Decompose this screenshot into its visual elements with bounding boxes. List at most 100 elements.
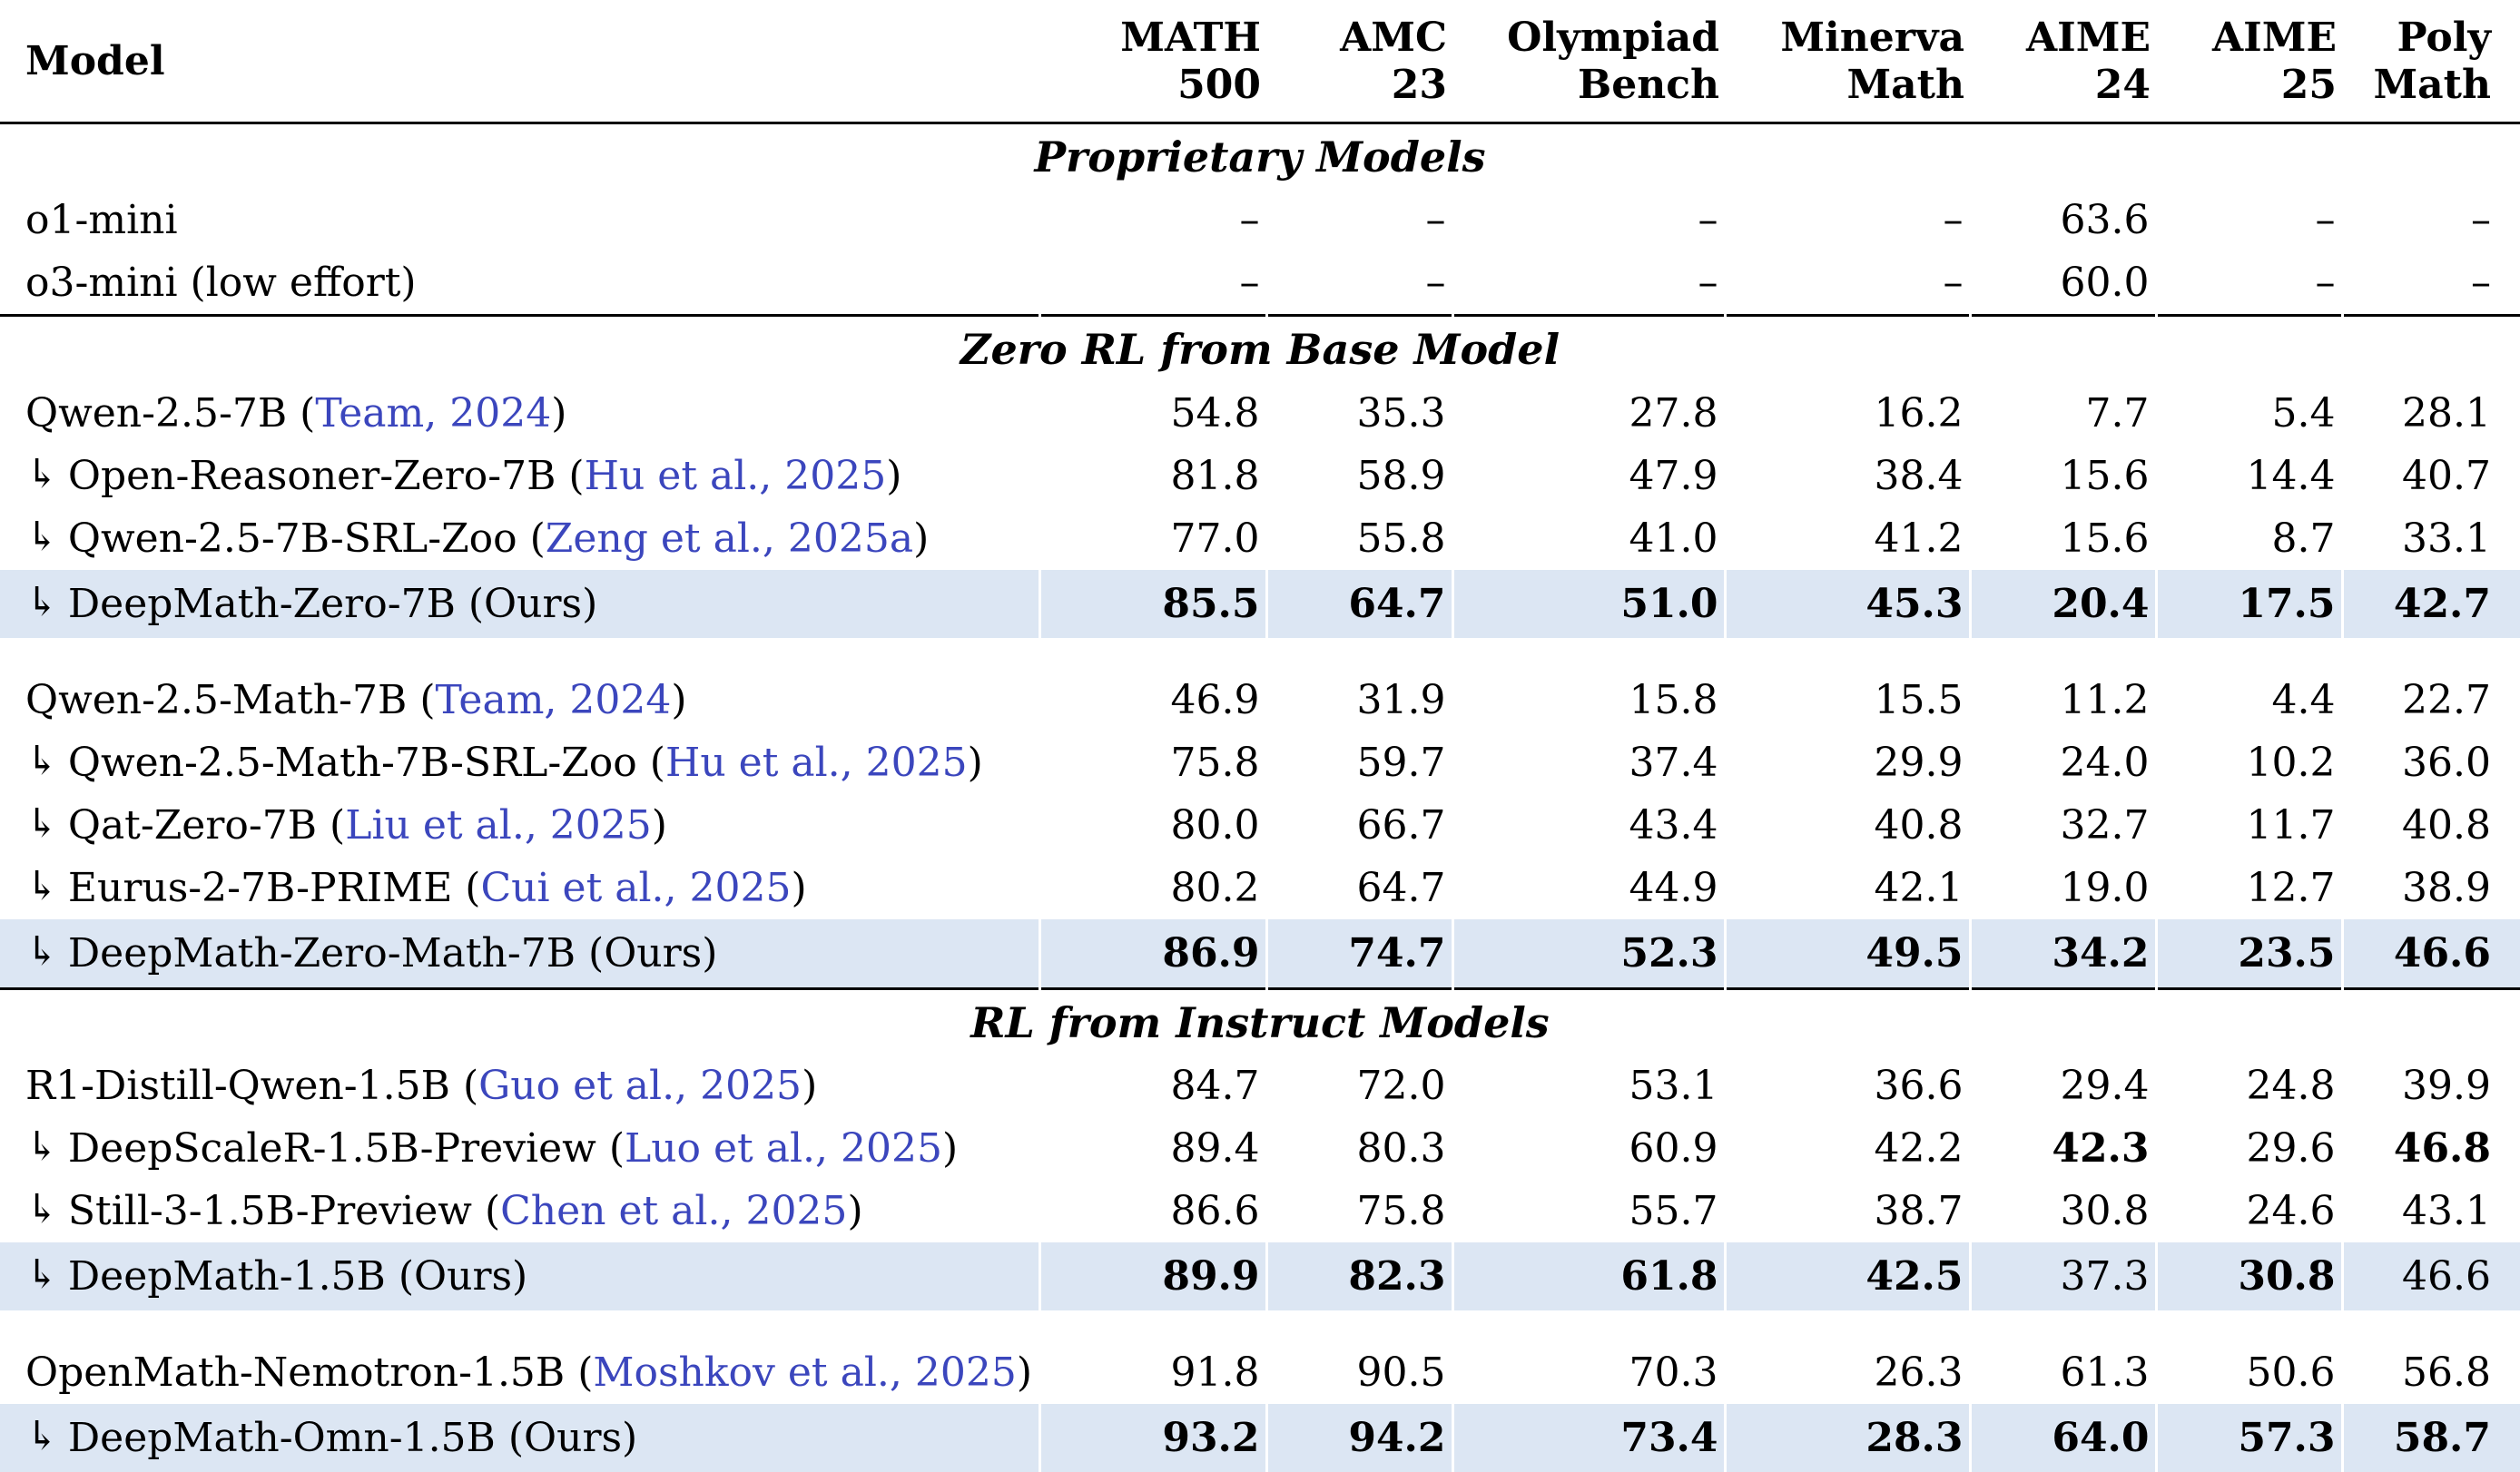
- value-cell: 46.6: [2340, 1242, 2520, 1311]
- model-name: DeepScaleR-1.5B-Preview: [67, 1125, 596, 1173]
- value-cell: 82.3: [1265, 1242, 1452, 1311]
- citation-link[interactable]: Moshkov et al., 2025: [593, 1349, 1017, 1397]
- citation-close-paren: ): [551, 389, 567, 437]
- citation-open-paren: (: [565, 1349, 594, 1397]
- value-cell: 10.2: [2154, 731, 2342, 794]
- value-cell: 84.7: [1038, 1055, 1266, 1118]
- value-cell: 31.9: [1265, 668, 1452, 731]
- table-header: Model MATH 500 AMC 23 Olympiad Bench Min…: [0, 0, 2520, 124]
- value-cell: 38.7: [1723, 1180, 1970, 1243]
- value-cell: 45.3: [1723, 569, 1970, 638]
- value-cell: 60.0: [1968, 251, 2156, 316]
- column-header-olympiad-bench: Olympiad Bench: [1452, 0, 1725, 124]
- value-cell: –: [2154, 189, 2342, 252]
- table-row: ↳ Still-3-1.5B-Preview (Chen et al., 2025…: [0, 1180, 2520, 1243]
- table-row: ↳ Open-Reasoner-Zero-7B (Hu et al., 2025)…: [0, 444, 2520, 507]
- value-cell: 58.7: [2340, 1404, 2520, 1472]
- model-name: o1-mini: [25, 197, 178, 244]
- value-cell: 24.6: [2154, 1180, 2342, 1243]
- model-cell: o1-mini: [0, 189, 1039, 251]
- column-header-line: AIME: [2026, 15, 2151, 61]
- citation-close-paren: ): [847, 1188, 863, 1235]
- section-header-row: Proprietary Models: [0, 123, 2520, 189]
- branch-arrow-icon: ↳: [25, 1186, 59, 1233]
- value-cell: 39.9: [2340, 1055, 2520, 1118]
- value-cell: 24.8: [2154, 1055, 2342, 1118]
- value-cell: 11.7: [2154, 793, 2342, 857]
- value-cell: 90.5: [1265, 1341, 1452, 1405]
- value-cell: 37.3: [1968, 1242, 2156, 1311]
- model-name: o3-mini (low effort): [25, 260, 417, 307]
- value-cell: 28.3: [1723, 1404, 1970, 1472]
- table-body: Proprietary Models o1-mini – – – –63.6– – o3-mi…: [0, 123, 2520, 1472]
- value-cell: 60.9: [1451, 1117, 1725, 1181]
- citation-link[interactable]: Chen et al., 2025: [500, 1188, 848, 1235]
- citation-open-paren: (: [596, 1125, 625, 1173]
- value-cell: 47.9: [1451, 444, 1725, 507]
- citation-link[interactable]: Team, 2024: [435, 676, 672, 723]
- model-cell: Qwen-2.5-7B (Team, 2024): [0, 382, 1039, 445]
- table-row: ↳ Eurus-2-7B-PRIME (Cui et al., 2025) 80.2…: [0, 856, 2520, 919]
- value-cell: 7.7: [1968, 381, 2156, 445]
- group-spacer: [0, 638, 2520, 669]
- citation-close-paren: ): [651, 801, 667, 849]
- column-header-line: Math: [2373, 61, 2491, 108]
- column-header-line: 25: [2280, 61, 2337, 108]
- branch-arrow-icon: ↳: [25, 927, 59, 975]
- citation-link[interactable]: Cui et al., 2025: [480, 864, 792, 911]
- citation-link[interactable]: Guo et al., 2025: [478, 1063, 802, 1110]
- value-cell: 77.0: [1038, 506, 1266, 570]
- citation-open-paren: (: [407, 676, 436, 723]
- value-cell: –: [1038, 251, 1266, 316]
- column-header-minerva-math: Minerva Math: [1725, 0, 1970, 124]
- branch-arrow-icon: ↳: [25, 1251, 59, 1299]
- column-header-line: Bench: [1578, 61, 1719, 108]
- value-cell: 57.3: [2154, 1404, 2342, 1472]
- column-header-poly-math: Poly Math: [2342, 0, 2520, 124]
- value-cell: 75.8: [1038, 731, 1266, 794]
- value-cell: 36.0: [2340, 731, 2520, 794]
- column-header-line: AIME: [2212, 15, 2337, 61]
- model-cell: ↳ DeepMath-Omn-1.5B (Ours): [0, 1404, 1039, 1472]
- value-cell: 86.6: [1038, 1180, 1266, 1243]
- citation-close-paren: ): [1016, 1349, 1032, 1397]
- value-cell: 29.6: [2154, 1117, 2342, 1181]
- citation-link[interactable]: Hu et al., 2025: [584, 452, 887, 499]
- model-cell: o3-mini (low effort): [0, 251, 1039, 316]
- value-cell: 52.3: [1451, 918, 1725, 989]
- table-row: Qwen-2.5-7B (Team, 2024) 54.8 35.3 27.8 16.2…: [0, 381, 2520, 445]
- value-cell: 22.7: [2340, 668, 2520, 731]
- branch-arrow-icon: ↳: [25, 450, 59, 497]
- value-cell: –: [2154, 251, 2342, 316]
- citation-close-paren: ): [802, 1063, 818, 1110]
- model-cell: ↳ DeepScaleR-1.5B-Preview (Luo et al., 20…: [0, 1117, 1039, 1180]
- value-cell: 70.3: [1451, 1341, 1725, 1405]
- column-header-model: Model: [0, 0, 1039, 124]
- value-cell: 75.8: [1265, 1180, 1452, 1243]
- citation-link[interactable]: Hu et al., 2025: [664, 739, 968, 786]
- value-cell: 38.9: [2340, 856, 2520, 919]
- model-name: Open-Reasoner-Zero-7B: [67, 452, 556, 499]
- value-cell: 54.8: [1038, 381, 1266, 445]
- value-cell: 46.9: [1038, 668, 1266, 731]
- group-spacer-cell: [0, 638, 2520, 669]
- citation-link[interactable]: Liu et al., 2025: [345, 801, 652, 849]
- value-cell: 40.8: [1723, 793, 1970, 857]
- value-cell: 42.7: [2340, 569, 2520, 638]
- citation-link[interactable]: Team, 2024: [315, 389, 552, 437]
- value-cell: 33.1: [2340, 506, 2520, 570]
- value-cell: 61.3: [1968, 1341, 2156, 1405]
- column-header-math500: MATH 500: [1039, 0, 1266, 124]
- value-cell: 63.6: [1968, 189, 2156, 252]
- branch-arrow-icon: ↳: [25, 578, 59, 625]
- value-cell: 42.1: [1723, 856, 1970, 919]
- citation-link[interactable]: Luo et al., 2025: [624, 1125, 942, 1173]
- citation-open-paren: (: [452, 864, 481, 911]
- citation-link[interactable]: Zeng et al., 2025a: [545, 515, 914, 562]
- section-title: RL from Instruct Models: [0, 986, 2520, 1055]
- section-title: Zero RL from Base Model: [0, 314, 2520, 382]
- value-cell: 32.7: [1968, 793, 2156, 857]
- value-cell: –: [1723, 251, 1970, 316]
- table-row: o1-mini – – – –63.6– –: [0, 189, 2520, 252]
